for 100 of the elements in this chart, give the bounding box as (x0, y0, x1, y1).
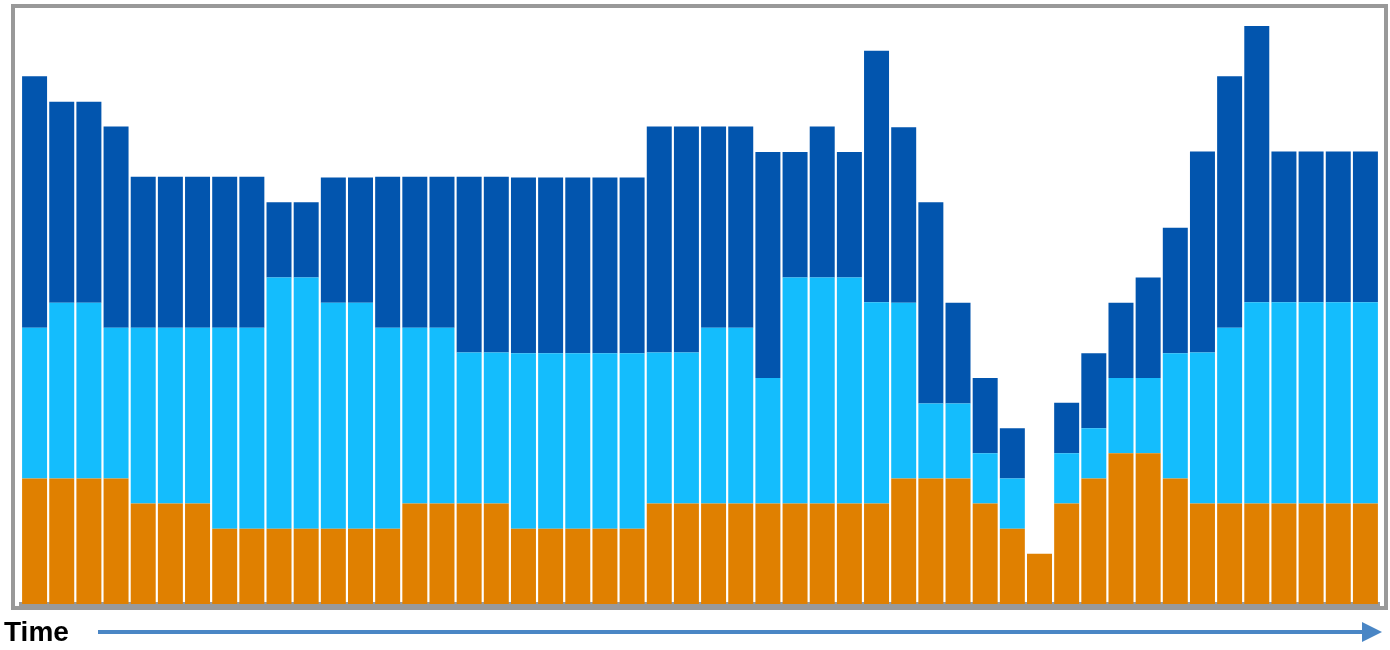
bar (320, 528, 346, 604)
bar (1108, 453, 1134, 604)
bar (1054, 503, 1080, 604)
bar (728, 327, 754, 504)
bar (429, 176, 455, 328)
bar (22, 327, 48, 479)
bar (185, 327, 211, 504)
bar (619, 353, 645, 529)
bar (239, 327, 265, 529)
bar (1244, 503, 1270, 604)
bar (1271, 302, 1297, 504)
bar (1108, 378, 1134, 454)
bar (1352, 151, 1378, 303)
bar (185, 503, 211, 604)
bar (212, 528, 238, 604)
bar (1217, 327, 1243, 504)
bar (1298, 302, 1324, 504)
bar (864, 302, 890, 504)
bar (592, 353, 618, 529)
bar (103, 327, 129, 479)
bar (293, 277, 319, 529)
bar (864, 50, 890, 303)
bar (510, 528, 536, 604)
bar (402, 503, 428, 604)
bar (348, 302, 373, 529)
bar (673, 352, 699, 504)
bar (999, 428, 1025, 479)
bar (646, 352, 672, 504)
bar (212, 327, 238, 529)
bar (538, 177, 564, 354)
bar (782, 152, 808, 278)
bar (1352, 503, 1378, 604)
bar (755, 378, 781, 504)
bar (809, 126, 835, 278)
bar (1271, 503, 1297, 604)
bar (212, 176, 238, 328)
bar (76, 302, 102, 479)
bar (673, 503, 699, 604)
bar (701, 126, 727, 328)
bar (266, 528, 292, 604)
bar (565, 528, 591, 604)
bar (375, 327, 401, 529)
bar (619, 528, 645, 604)
bar (1054, 453, 1080, 504)
bar (1081, 353, 1107, 429)
bar (1271, 151, 1297, 303)
bar (483, 503, 509, 604)
bar (76, 101, 102, 303)
bar (836, 503, 862, 604)
bar (836, 152, 862, 278)
bar (592, 177, 618, 354)
bar (1217, 76, 1243, 328)
bar (999, 478, 1025, 529)
bar (1135, 378, 1161, 454)
bar (22, 76, 48, 328)
bar (972, 503, 998, 604)
bar (510, 353, 536, 529)
bar (891, 302, 917, 479)
bar (320, 302, 346, 529)
bar (918, 478, 944, 604)
x-axis-title: Time (4, 616, 69, 648)
bar (836, 277, 862, 504)
bar (1135, 453, 1161, 604)
bar (1217, 503, 1243, 604)
bar (728, 126, 754, 328)
bar (1189, 151, 1215, 353)
bar (456, 503, 482, 604)
bar (1325, 151, 1351, 303)
bar (891, 127, 917, 303)
bar (157, 176, 183, 328)
bar (918, 403, 944, 479)
bar (1244, 302, 1270, 504)
bar (185, 176, 211, 328)
bar (239, 176, 265, 328)
bar (918, 202, 944, 404)
bar (1352, 302, 1378, 504)
bar (1054, 402, 1080, 454)
bar (864, 503, 890, 604)
bar (1108, 302, 1134, 378)
bar (456, 176, 482, 353)
bar (348, 528, 373, 604)
bar (945, 302, 971, 404)
bar (49, 101, 75, 303)
bar (157, 327, 183, 504)
bar (266, 277, 292, 529)
bar (1325, 302, 1351, 504)
bar (945, 478, 971, 604)
bar (1081, 478, 1107, 604)
bar (49, 478, 75, 604)
bar (646, 126, 672, 353)
bar (1244, 26, 1270, 303)
bar (673, 126, 699, 353)
bar (239, 528, 265, 604)
bar (809, 503, 835, 604)
bar (728, 503, 754, 604)
bar (1162, 478, 1188, 604)
bar (375, 528, 401, 604)
bar (76, 478, 102, 604)
bar (483, 352, 509, 504)
bar (429, 327, 455, 504)
